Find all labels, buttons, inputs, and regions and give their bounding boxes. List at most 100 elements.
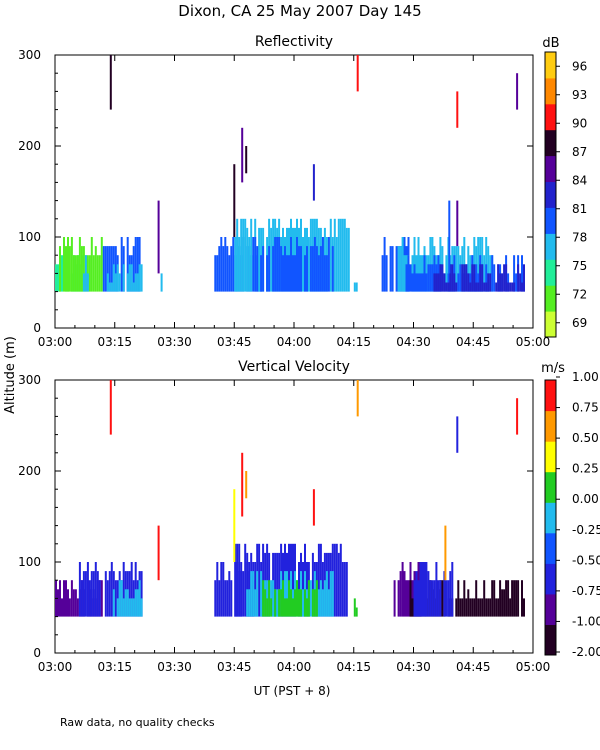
reflectivity-data-column: [483, 255, 486, 292]
velocity-colorbar-label: -1.00: [572, 614, 600, 628]
reflectivity-data-column: [513, 282, 516, 292]
reflectivity-data-column: [407, 255, 410, 292]
velocity-data-column: [429, 580, 432, 617]
reflectivity-data-column: [276, 237, 279, 292]
reflectivity-data-column: [475, 264, 478, 292]
footnote: Raw data, no quality checks: [60, 716, 215, 729]
reflectivity-data-column: [497, 264, 500, 292]
velocity-data-column: [337, 552, 340, 617]
reflectivity-y-tick-label: 200: [18, 139, 41, 153]
velocity-data-column: [481, 598, 484, 617]
reflectivity-data-column: [102, 246, 105, 292]
reflectivity-colorbar-label: 81: [572, 202, 587, 216]
velocity-data-column: [284, 571, 286, 617]
reflectivity-data-column: [499, 273, 502, 292]
reflectivity-data-column: [222, 246, 225, 292]
velocity-x-tick-label: 04:30: [396, 660, 431, 674]
reflectivity-data-column: [319, 246, 322, 292]
reflectivity-colorbar-swatch: [545, 181, 556, 208]
reflectivity-data-column: [419, 273, 422, 292]
reflectivity-data-column: [455, 282, 458, 292]
velocity-data-column: [118, 580, 121, 617]
velocity-data-column: [108, 571, 111, 617]
velocity-data-column: [250, 571, 253, 617]
velocity-data-column: [84, 571, 87, 617]
reflectivity-data-column: [501, 273, 504, 292]
velocity-data-column: [134, 589, 137, 617]
reflectivity-x-tick-label: 04:30: [396, 335, 431, 349]
velocity-data-column: [106, 580, 109, 617]
reflectivity-data-column: [298, 246, 300, 292]
reflectivity-data-column: [429, 264, 432, 292]
reflectivity-data-column: [449, 264, 452, 292]
velocity-colorbar-swatch: [545, 532, 556, 564]
velocity-y-tick-label: 100: [18, 555, 41, 569]
velocity-colorbar-frame: [544, 379, 557, 656]
velocity-colorbar-label: 0.00: [572, 492, 599, 506]
velocity-data-column: [128, 598, 131, 617]
velocity-data-column: [517, 580, 520, 617]
reflectivity-data-column: [248, 237, 251, 292]
velocity-data: [55, 380, 525, 617]
reflectivity-data-column: [266, 255, 269, 292]
velocity-data-column: [220, 562, 223, 617]
reflectivity-data-column: [98, 255, 101, 292]
reflectivity-data-column: [84, 255, 87, 292]
velocity-data-column: [224, 580, 227, 617]
velocity-data-column: [67, 589, 69, 617]
velocity-data-column: [471, 598, 474, 617]
velocity-data-column: [433, 580, 436, 617]
reflectivity-data-column: [413, 264, 416, 292]
velocity-data-column: [511, 580, 514, 617]
velocity-data-column: [126, 589, 129, 617]
reflectivity-data-block: [59, 237, 103, 292]
velocity-data-column: [98, 580, 101, 617]
velocity-data-column: [238, 543, 241, 617]
reflectivity-data-column: [226, 246, 229, 292]
reflectivity-data-column: [391, 246, 394, 292]
velocity-data-column: [497, 598, 500, 617]
reflectivity-data-column: [327, 237, 330, 292]
reflectivity-data-column: [435, 273, 438, 292]
reflectivity-data-column: [96, 255, 99, 292]
reflectivity-data-column: [477, 282, 480, 292]
reflectivity-data-column: [317, 255, 320, 292]
velocity-data-streak: [456, 416, 459, 453]
velocity-data-column: [246, 589, 249, 617]
reflectivity-colorbar-swatch: [545, 207, 556, 234]
reflectivity-data-column: [262, 246, 265, 292]
velocity-data-column: [116, 598, 119, 617]
velocity-data-column: [256, 571, 259, 617]
reflectivity-data-column: [347, 227, 350, 292]
reflectivity-data-column: [65, 246, 67, 292]
velocity-data-column: [421, 562, 424, 617]
velocity-data-column: [403, 571, 406, 617]
velocity-colorbar-label: -0.50: [572, 553, 600, 567]
reflectivity-data-column: [331, 246, 334, 292]
reflectivity-data-column: [136, 237, 139, 292]
velocity-data-column: [415, 571, 418, 617]
velocity-data-streak: [109, 380, 112, 435]
reflectivity-data-column: [495, 282, 498, 292]
velocity-data-column: [339, 543, 342, 617]
reflectivity-data-column: [345, 227, 348, 292]
reflectivity-data-column: [423, 255, 426, 292]
reflectivity-data-column: [307, 237, 310, 292]
reflectivity-data-column: [395, 246, 398, 292]
reflectivity-data-column: [246, 227, 249, 292]
reflectivity-x-tick-label: 03:45: [217, 335, 252, 349]
velocity-data-column: [278, 552, 281, 617]
reflectivity-data-column: [278, 237, 281, 292]
reflectivity-data-column: [106, 246, 109, 292]
reflectivity-data-column: [250, 218, 253, 292]
velocity-data-column: [276, 552, 279, 617]
velocity-data-column: [459, 598, 462, 617]
reflectivity-data-column: [457, 273, 460, 292]
reflectivity-data-block: [433, 264, 525, 292]
velocity-data-column: [306, 598, 308, 617]
velocity-data-column: [487, 598, 490, 617]
reflectivity-data-column: [294, 255, 296, 292]
reflectivity-colorbar-swatch: [545, 129, 556, 157]
reflectivity-data-block: [254, 237, 334, 292]
reflectivity-data-column: [67, 237, 69, 292]
